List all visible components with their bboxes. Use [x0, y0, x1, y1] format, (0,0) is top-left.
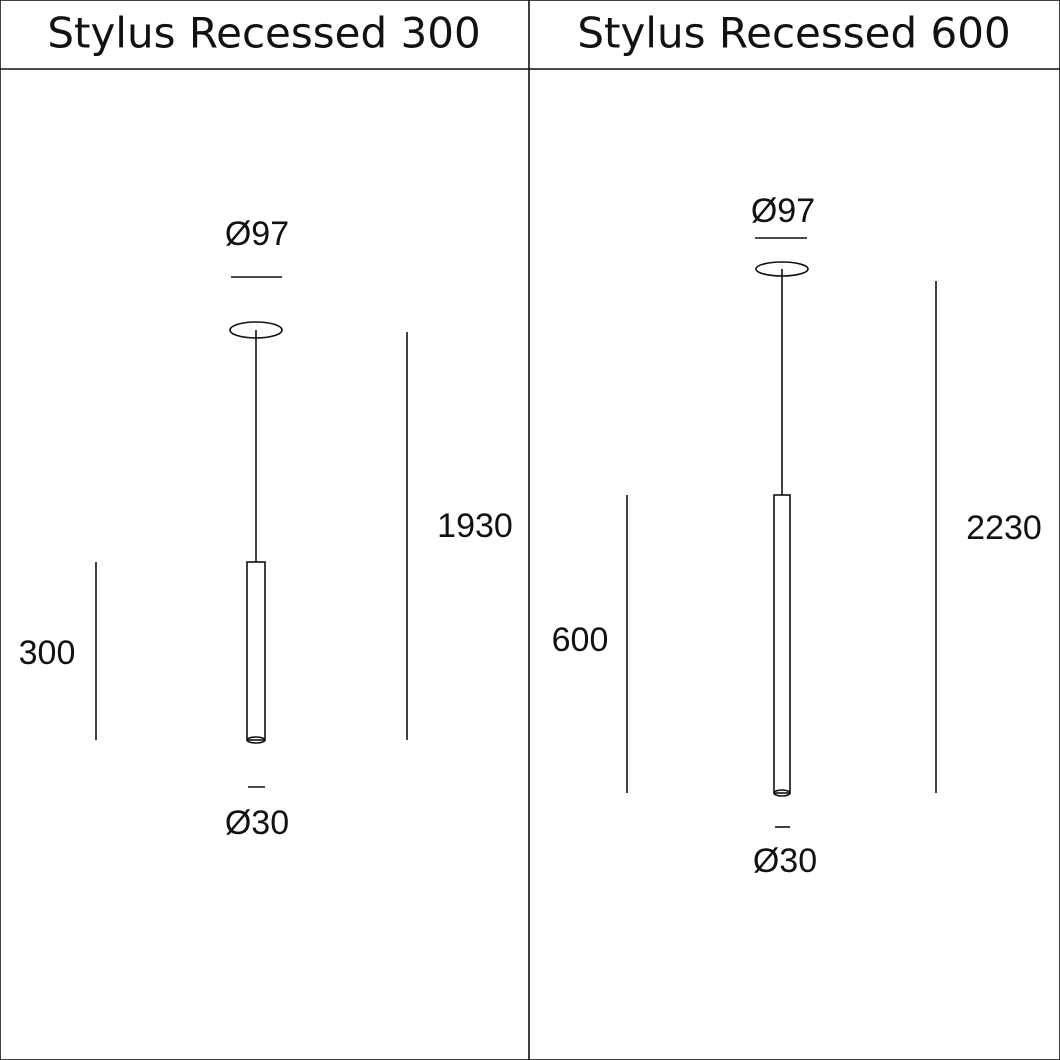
luminaire-base	[246, 736, 266, 744]
panel: Stylus Recessed 600 Ø97 600 2230 Ø30	[552, 9, 1042, 880]
bottom-diameter-label: Ø30	[753, 842, 817, 880]
panel: Stylus Recessed 300 Ø97 300 1930 Ø30	[19, 9, 513, 842]
body-length-label: 600	[552, 621, 609, 659]
body-length-label: 300	[19, 634, 76, 672]
total-height-label: 1930	[437, 507, 513, 545]
total-height-label: 2230	[966, 509, 1042, 547]
luminaire-base	[773, 789, 791, 797]
top-diameter-label: Ø97	[225, 215, 289, 253]
luminaire-body	[246, 561, 266, 741]
panel-title: Stylus Recessed 300	[47, 9, 480, 58]
panel-title: Stylus Recessed 600	[577, 9, 1010, 58]
top-diameter-label: Ø97	[751, 192, 815, 230]
bottom-diameter-label: Ø30	[225, 804, 289, 842]
luminaire-body	[773, 494, 791, 794]
